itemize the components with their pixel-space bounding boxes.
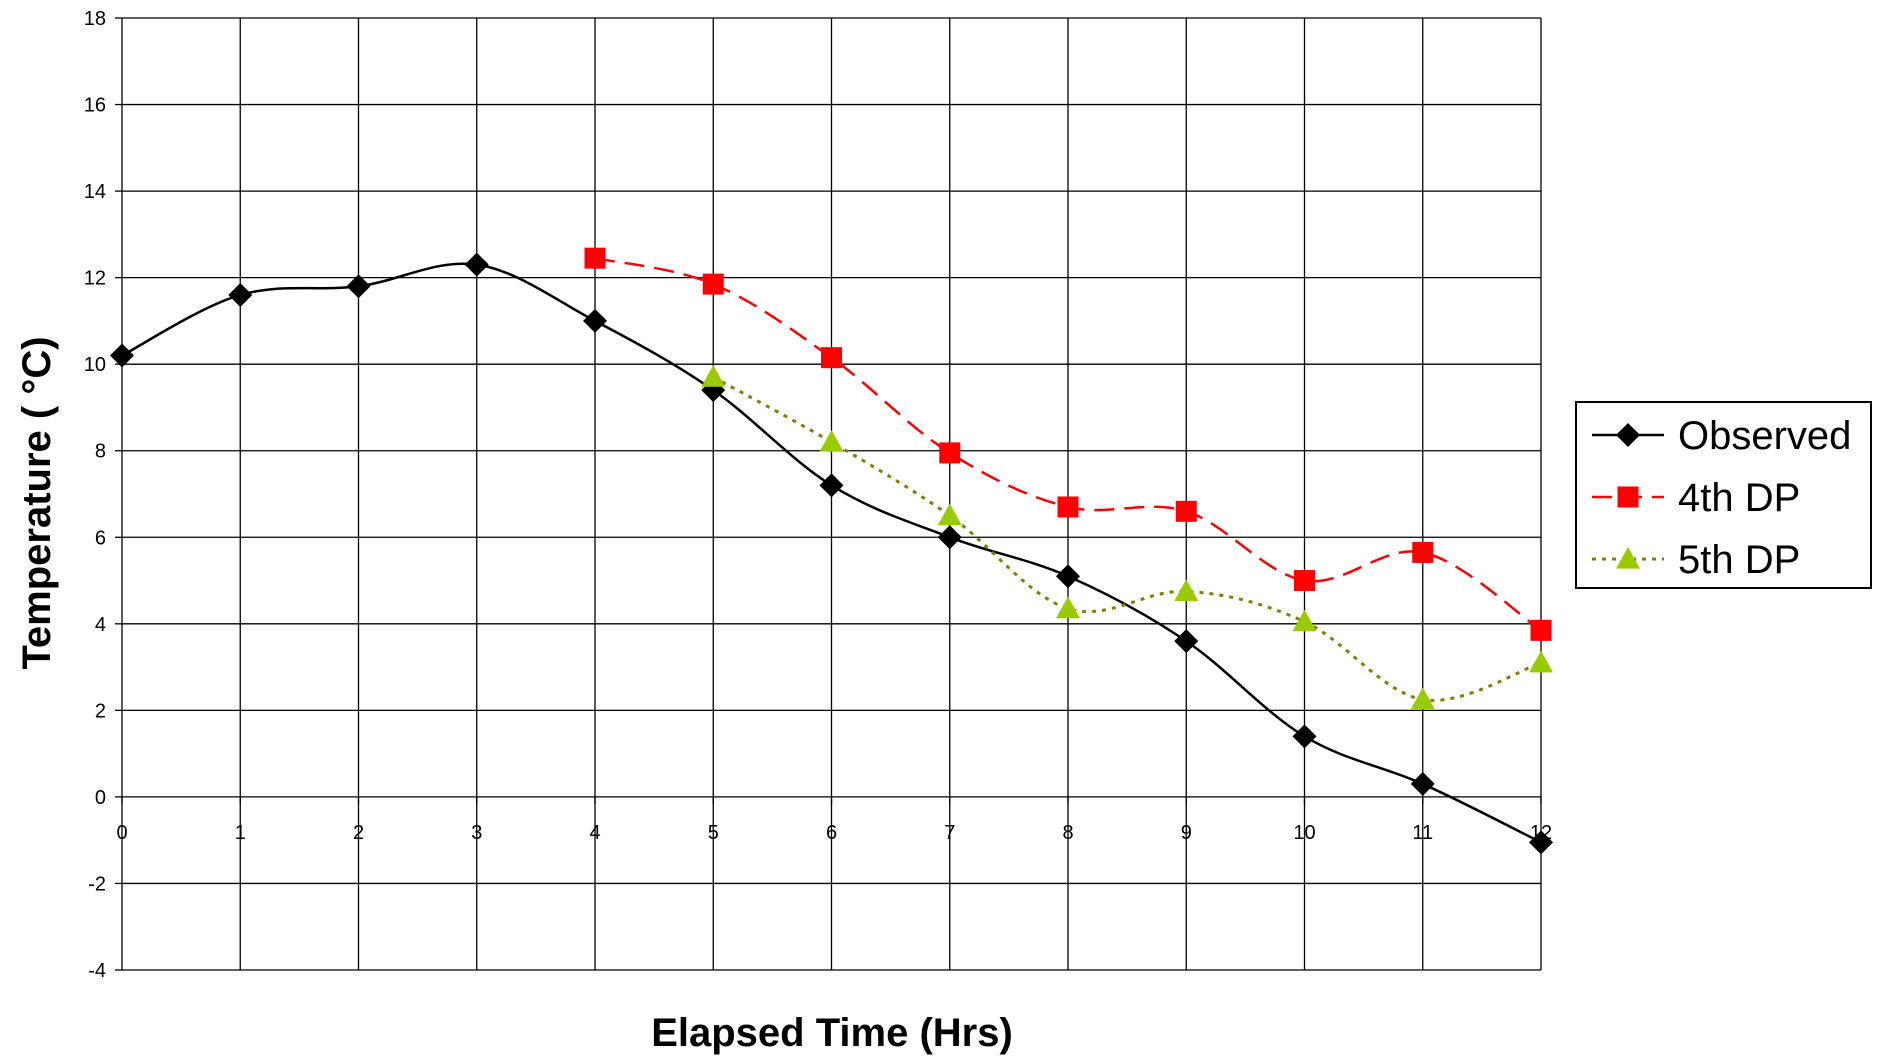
data-point-series-3 (819, 430, 844, 452)
data-point-series-1 (1410, 771, 1435, 796)
data-point-series-2 (821, 347, 842, 369)
y-tick-label: 0 (95, 787, 106, 809)
data-point-series-3 (1174, 579, 1199, 601)
y-tick-label: 6 (95, 527, 106, 549)
legend-label-2: 4th DP (1678, 476, 1800, 520)
y-tick-label: 12 (84, 268, 106, 290)
x-tick-label: 5 (708, 822, 719, 844)
x-tick-label: 4 (589, 822, 600, 844)
data-point-series-2 (1294, 570, 1315, 592)
data-point-series-1 (1292, 724, 1317, 749)
legend-marker-2 (1617, 486, 1639, 508)
x-tick-label: 6 (826, 822, 837, 844)
data-point-series-3 (1410, 687, 1435, 710)
data-point-series-2 (939, 442, 961, 464)
data-point-series-3 (1529, 650, 1553, 673)
data-point-series-1 (346, 274, 371, 299)
data-point-series-1 (583, 308, 607, 333)
data-point-series-3 (1292, 609, 1317, 632)
data-point-series-2 (1057, 496, 1079, 518)
y-tick-label: 8 (95, 441, 106, 463)
y-tick-label: 14 (84, 181, 106, 203)
y-tick-label: 16 (84, 95, 106, 117)
x-tick-label: 2 (353, 822, 364, 844)
x-tick-label: 7 (944, 822, 955, 844)
y-axis-ticks: -4 -2 0 2 4 6 8 10 12 14 16 18 (84, 8, 106, 982)
legend: Observed 4th DP 5th DP (1575, 401, 1872, 589)
data-point-series-1 (1056, 564, 1080, 589)
legend-marker-3 (1616, 547, 1640, 569)
data-point-series-2 (1175, 500, 1197, 522)
x-tick-label: 8 (1062, 822, 1073, 844)
data-point-series-3 (1056, 596, 1080, 619)
x-tick-label: 1 (235, 822, 246, 844)
x-tick-label: 3 (471, 822, 482, 844)
data-point-series-2 (584, 247, 606, 269)
data-point-series-1 (110, 343, 134, 368)
data-point-series-3 (937, 503, 962, 526)
data-point-series-3 (701, 365, 726, 387)
y-tick-label: -2 (88, 873, 106, 895)
data-point-series-1 (819, 473, 844, 498)
data-point-series-1 (1529, 830, 1553, 855)
y-tick-label: 18 (84, 8, 106, 30)
data-point-series-2 (1412, 541, 1434, 563)
x-tick-label: 0 (116, 822, 127, 844)
y-tick-label: -4 (88, 960, 106, 982)
data-point-series-1 (937, 525, 962, 550)
x-tick-label: 10 (1293, 822, 1315, 844)
data-point-series-1 (1174, 629, 1199, 654)
x-axis-title: Elapsed Time (Hrs) (651, 1011, 1013, 1055)
y-tick-label: 10 (84, 354, 106, 376)
data-point-series-1 (228, 282, 253, 307)
series-line-3 (712, 375, 1542, 702)
series-markers (110, 247, 1553, 855)
x-tick-label: 11 (1412, 822, 1433, 844)
legend-marker-1 (1616, 423, 1640, 447)
legend-label-1: Observed (1678, 414, 1851, 458)
chart-grid (115, 17, 1542, 971)
legend-label-3: 5th DP (1678, 538, 1800, 582)
x-tick-label: 9 (1181, 822, 1192, 844)
data-point-series-2 (1530, 619, 1552, 641)
y-tick-label: 2 (95, 700, 106, 722)
y-tick-label: 4 (95, 614, 106, 636)
data-point-series-1 (464, 252, 489, 277)
x-axis-ticks: 0123456789101112 (116, 822, 1552, 844)
data-point-series-2 (702, 273, 724, 295)
y-axis-title: Temperature ( °C) (15, 336, 59, 669)
